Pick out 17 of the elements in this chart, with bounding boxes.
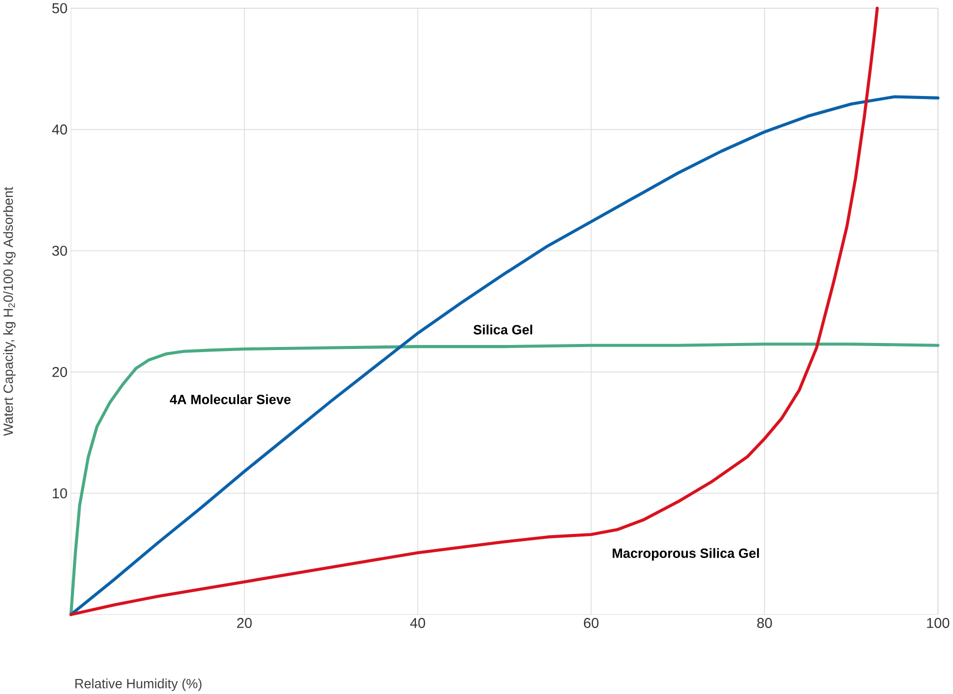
series-label: Silica Gel: [474, 324, 532, 334]
x-axis-title: Relative Humidity (%): [75, 678, 202, 691]
y-tick-label: 30: [52, 246, 68, 256]
y-tick-label: 50: [52, 3, 68, 14]
x-tick-label: 80: [757, 618, 772, 628]
x-tick-label: 60: [584, 618, 599, 628]
x-tick-label: 20: [237, 618, 252, 628]
line-series: [69, 342, 940, 616]
series-label: 4A Molecular Sieve: [170, 394, 291, 404]
y-tick-label: 20: [52, 366, 68, 378]
y-tick-label: 10: [52, 488, 68, 498]
y-tick-label: 40: [52, 124, 68, 134]
x-tick-label: 100: [927, 618, 950, 628]
x-tick-label: 40: [410, 618, 426, 628]
line-series: [69, 6, 879, 616]
series-label: Macroporous Silica Gel: [612, 548, 759, 561]
y-axis-title: Watert Capacity, kg H$_{2}$0/100 kg Adsorbent: [3, 186, 16, 436]
